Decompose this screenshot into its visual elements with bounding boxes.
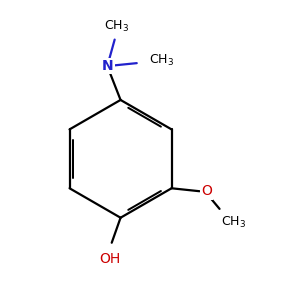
Text: CH$_3$: CH$_3$ [148, 53, 174, 68]
Text: CH$_3$: CH$_3$ [221, 215, 246, 230]
Text: OH: OH [100, 252, 121, 266]
Text: N: N [101, 59, 113, 73]
Text: O: O [201, 184, 212, 198]
Text: CH$_3$: CH$_3$ [103, 19, 129, 34]
